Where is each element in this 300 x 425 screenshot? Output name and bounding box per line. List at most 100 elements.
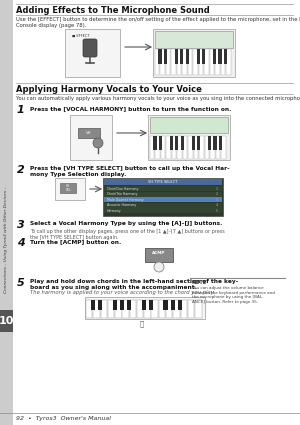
- Bar: [104, 192, 222, 196]
- Bar: [55, 178, 85, 200]
- Text: You can automatically apply various harmony vocals to your voice as you sing int: You can automatically apply various harm…: [16, 96, 300, 101]
- Bar: [159, 136, 162, 150]
- Bar: [208, 136, 211, 150]
- Circle shape: [154, 262, 164, 272]
- Bar: [160, 48, 165, 75]
- Bar: [172, 136, 176, 159]
- Text: Choir/Duo Harmony: Choir/Duo Harmony: [107, 187, 138, 190]
- Bar: [220, 48, 225, 75]
- Text: 5: 5: [216, 209, 218, 212]
- Text: 1: 1: [216, 187, 218, 190]
- Bar: [158, 48, 162, 65]
- Text: Select a Vocal Harmony Type by using the [A]–[J] buttons.: Select a Vocal Harmony Type by using the…: [30, 221, 222, 226]
- Bar: [178, 300, 182, 310]
- Text: 2: 2: [216, 192, 218, 196]
- Text: Harmony: Harmony: [107, 209, 122, 212]
- Text: Use the [EFFECT] button to determine the on/off setting of the effect applied to: Use the [EFFECT] button to determine the…: [16, 17, 300, 28]
- Text: 3: 3: [17, 220, 25, 230]
- Text: Adding Effects to The Microphone Sound: Adding Effects to The Microphone Sound: [16, 6, 210, 15]
- Bar: [144, 300, 151, 318]
- Bar: [104, 197, 222, 202]
- Bar: [197, 136, 200, 150]
- Bar: [150, 117, 228, 133]
- Text: VH
SEL: VH SEL: [65, 184, 71, 192]
- Bar: [70, 115, 112, 160]
- Bar: [171, 300, 175, 310]
- Bar: [216, 136, 220, 159]
- Text: Connections – Using Tyros3 with Other Devices –: Connections – Using Tyros3 with Other De…: [4, 187, 8, 293]
- Bar: [195, 300, 202, 318]
- Bar: [175, 48, 178, 65]
- Bar: [219, 136, 222, 150]
- Bar: [210, 48, 214, 75]
- Bar: [150, 136, 154, 159]
- Bar: [108, 300, 114, 318]
- Bar: [204, 48, 209, 75]
- Bar: [210, 136, 214, 159]
- Bar: [78, 128, 100, 138]
- Bar: [115, 300, 122, 318]
- Bar: [153, 29, 235, 77]
- Text: 4: 4: [216, 203, 218, 207]
- Text: Choir/Trio Harmony: Choir/Trio Harmony: [107, 192, 137, 196]
- Bar: [104, 179, 222, 185]
- Bar: [148, 115, 230, 160]
- Text: ■ EFFECT: ■ EFFECT: [72, 34, 89, 38]
- Text: The harmony is applied to your voice according to the chord you play.: The harmony is applied to your voice acc…: [30, 290, 215, 295]
- Bar: [0, 310, 13, 332]
- Bar: [137, 300, 143, 318]
- FancyBboxPatch shape: [83, 39, 97, 57]
- Bar: [98, 300, 102, 310]
- Text: Press the [VH TYPE SELECT] button to call up the Vocal Har-
mony Type Selection : Press the [VH TYPE SELECT] button to cal…: [30, 166, 230, 177]
- Bar: [226, 48, 230, 75]
- Bar: [152, 300, 158, 318]
- Bar: [183, 136, 187, 159]
- Bar: [104, 208, 222, 213]
- Bar: [122, 300, 129, 318]
- Text: Acoustic Harmony: Acoustic Harmony: [107, 203, 136, 207]
- Text: Turn the [ACMP] button on.: Turn the [ACMP] button on.: [30, 239, 121, 244]
- Bar: [194, 136, 198, 159]
- Bar: [177, 48, 181, 75]
- Text: NOTE: NOTE: [192, 280, 207, 285]
- Bar: [186, 48, 189, 65]
- Text: Press the [VOCAL HARMONY] button to turn the function on.: Press the [VOCAL HARMONY] button to turn…: [30, 106, 231, 111]
- Bar: [155, 136, 160, 159]
- Bar: [104, 202, 222, 207]
- Text: 3: 3: [216, 198, 218, 201]
- Bar: [60, 183, 76, 193]
- Bar: [180, 48, 183, 65]
- Bar: [191, 136, 195, 150]
- Text: Male Quartet Harmony: Male Quartet Harmony: [107, 198, 144, 201]
- Text: 5: 5: [17, 278, 25, 288]
- Text: VH TYPE SELECT: VH TYPE SELECT: [148, 180, 178, 184]
- Bar: [177, 136, 182, 159]
- Text: ACMP: ACMP: [152, 251, 166, 255]
- Bar: [170, 136, 173, 150]
- Bar: [153, 136, 157, 150]
- Bar: [193, 48, 198, 75]
- Bar: [155, 31, 233, 48]
- Text: To call up the other display pages, press one of the [1 ▲]–[7 ▲] buttons or pres: To call up the other display pages, pres…: [30, 229, 225, 240]
- Bar: [85, 297, 205, 319]
- Bar: [166, 48, 170, 75]
- Bar: [181, 300, 187, 318]
- Bar: [188, 136, 193, 159]
- Text: 2: 2: [17, 165, 25, 175]
- Bar: [130, 300, 136, 318]
- Text: 10: 10: [0, 316, 14, 326]
- Bar: [199, 48, 203, 75]
- Bar: [213, 136, 217, 150]
- Bar: [175, 136, 178, 150]
- Bar: [103, 178, 223, 216]
- Text: 92  •  Tyros3  Owner's Manual: 92 • Tyros3 Owner's Manual: [16, 416, 111, 421]
- Bar: [164, 48, 167, 65]
- Bar: [149, 300, 153, 310]
- Bar: [205, 136, 209, 159]
- Bar: [159, 300, 165, 318]
- Text: Play and hold down chords in the left-hand section of the key-
board as you sing: Play and hold down chords in the left-ha…: [30, 279, 238, 290]
- Bar: [65, 29, 120, 77]
- Bar: [188, 300, 194, 318]
- Bar: [167, 136, 171, 159]
- Bar: [213, 48, 216, 65]
